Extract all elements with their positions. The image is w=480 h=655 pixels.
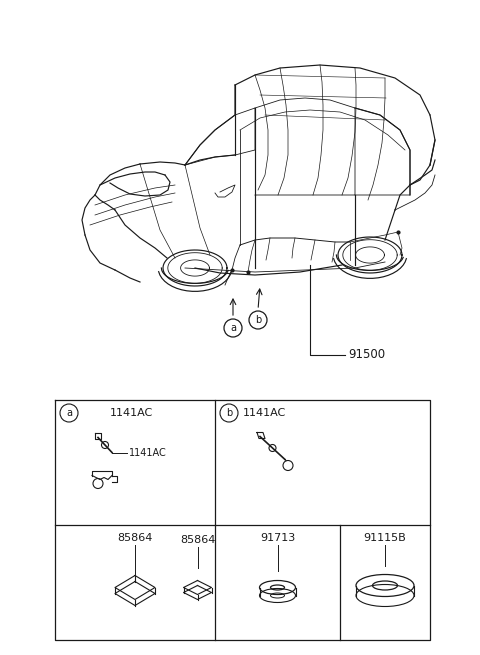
Text: 85864: 85864 <box>117 533 153 543</box>
Text: a: a <box>66 408 72 418</box>
Text: 1141AC: 1141AC <box>243 408 286 418</box>
Circle shape <box>224 319 242 337</box>
Circle shape <box>249 311 267 329</box>
Text: b: b <box>255 315 261 325</box>
Circle shape <box>60 404 78 422</box>
Text: 91500: 91500 <box>348 348 385 362</box>
Circle shape <box>220 404 238 422</box>
Text: 1141AC: 1141AC <box>129 447 167 457</box>
Text: a: a <box>230 323 236 333</box>
Text: 85864: 85864 <box>180 535 215 545</box>
Text: 91115B: 91115B <box>364 533 407 543</box>
Text: b: b <box>226 408 232 418</box>
Text: 91713: 91713 <box>260 533 295 543</box>
Text: 1141AC: 1141AC <box>110 408 153 418</box>
